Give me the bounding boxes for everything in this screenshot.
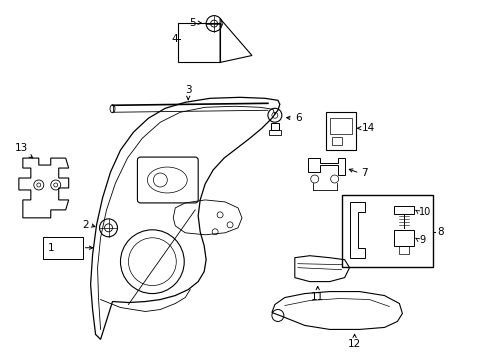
Bar: [325, 112, 355, 150]
Bar: [268, 130, 280, 135]
Bar: [42, 237, 82, 259]
Bar: [331, 137, 341, 145]
Bar: [394, 206, 413, 214]
Bar: [341, 195, 432, 267]
Bar: [270, 123, 278, 130]
Text: 3: 3: [184, 85, 191, 95]
Text: 7: 7: [361, 168, 367, 178]
Text: 2: 2: [82, 220, 89, 230]
Text: 1: 1: [48, 243, 54, 253]
Bar: [329, 118, 351, 134]
Text: 5: 5: [189, 18, 196, 28]
Text: 8: 8: [436, 227, 443, 237]
Text: 9: 9: [419, 235, 425, 245]
Bar: [394, 230, 413, 246]
Text: 4: 4: [171, 33, 178, 44]
Bar: [399, 246, 408, 254]
Text: 10: 10: [419, 207, 431, 217]
Bar: [178, 23, 220, 62]
Text: 13: 13: [15, 143, 28, 153]
Text: 6: 6: [294, 113, 301, 123]
Text: 11: 11: [310, 292, 324, 302]
Text: 12: 12: [347, 339, 361, 350]
Text: 14: 14: [361, 123, 374, 133]
